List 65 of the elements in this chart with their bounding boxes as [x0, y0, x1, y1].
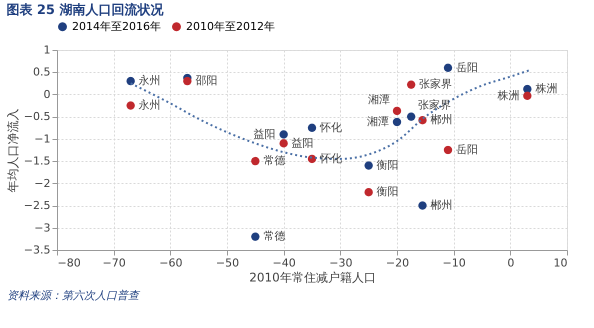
annotation: 郴州: [430, 113, 452, 126]
annotation: 永州: [138, 74, 161, 88]
x-tick-label: −10: [442, 256, 466, 270]
x-tick-label: −80: [58, 256, 81, 270]
point: [126, 101, 135, 110]
annotation: 衡阳: [376, 185, 399, 198]
point: [251, 232, 260, 241]
x-tick-label: −70: [102, 256, 126, 270]
x-tick-label: −40: [272, 256, 296, 270]
point: [183, 76, 192, 86]
annotation: 湘潭: [367, 115, 389, 128]
annotation: 邵阳: [195, 74, 218, 88]
text: 资料来源：第六次人口普查: [7, 289, 141, 302]
annotation: 张家界: [419, 78, 452, 91]
x-tick-label: −30: [329, 256, 352, 270]
annotation: 张家界: [418, 98, 452, 112]
x-tick-label: −20: [386, 256, 410, 270]
point: [444, 64, 452, 72]
x-tick-label: −50: [216, 256, 240, 270]
y-tick-label: 0.5: [33, 66, 50, 79]
chart-title: 图表 25 湖南人口回流状况: [6, 2, 164, 18]
point: [251, 156, 260, 166]
y-tick-label: −2: [34, 176, 50, 190]
annotation: 益阳: [254, 127, 276, 140]
point: [392, 118, 402, 126]
x-tick-label: 0: [507, 256, 514, 270]
annotation: 衡阳: [376, 158, 399, 172]
x-tick-label: 10: [554, 256, 568, 270]
annotation: 株洲: [534, 82, 558, 96]
point: [126, 76, 135, 86]
annotation: 常德: [263, 230, 286, 243]
y-tick-label: −3.5: [24, 244, 50, 256]
point: [364, 188, 373, 196]
y-tick-label: −1: [34, 132, 50, 146]
x-tick-label: −60: [159, 256, 182, 270]
annotation: 永州: [138, 98, 161, 112]
y-axis-title: 年均人口净流入: [6, 108, 20, 192]
annotation: 益阳: [292, 136, 314, 150]
y-tick-label: 0: [44, 88, 50, 101]
point: [406, 112, 416, 121]
y-tick-label: −0.5: [24, 110, 50, 124]
point: [392, 106, 402, 116]
legend-label: 2010年至2012年: [186, 20, 275, 33]
point: [279, 130, 288, 139]
point: [418, 201, 427, 210]
annotation: 湘潭: [368, 92, 390, 106]
y-tick-label: −3: [34, 221, 50, 234]
y-tick-label: 1: [44, 44, 50, 56]
annotation: 岳阳: [456, 60, 478, 74]
point: [279, 139, 288, 148]
point: [444, 146, 452, 154]
annotation: 郴州: [430, 198, 452, 212]
y-tick-label: −2.5: [24, 199, 50, 212]
annotation: 怀化: [319, 120, 342, 134]
annotation: 怀化: [319, 152, 342, 165]
legend-label: 2014年至2016年: [72, 20, 161, 33]
point: [523, 92, 532, 100]
annotation: 常德: [263, 154, 286, 168]
x-axis-title: 2010年常住减户籍人口: [249, 270, 376, 284]
y-tick-label: −1.5: [24, 154, 50, 168]
point: [308, 124, 316, 132]
annotation: 株洲: [496, 88, 520, 102]
annotation: 岳阳: [456, 143, 478, 156]
point: [364, 161, 373, 170]
point: [406, 80, 416, 89]
